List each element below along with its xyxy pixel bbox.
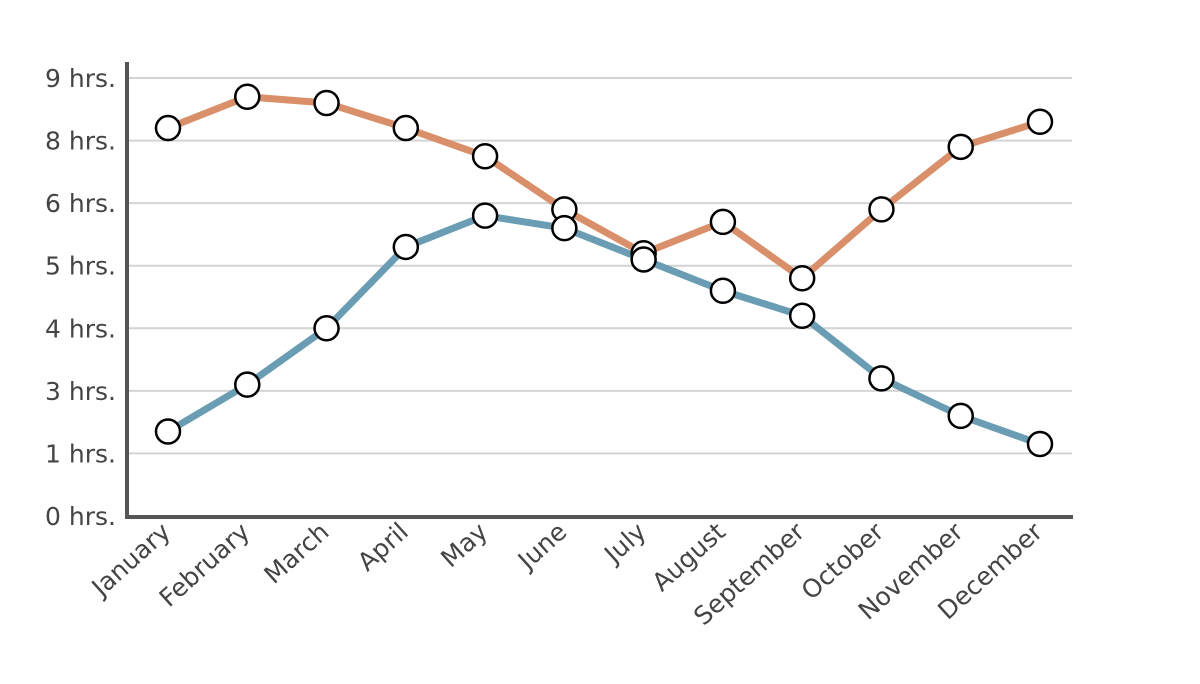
data-point[interactable]	[1026, 430, 1054, 458]
x-tick-label: May	[435, 517, 493, 573]
data-point[interactable]	[392, 233, 420, 261]
x-tick-label: March	[259, 517, 335, 590]
y-tick-label: 4 hrs.	[45, 314, 116, 343]
x-tick-label: July	[597, 517, 651, 570]
data-point[interactable]	[630, 246, 657, 273]
data-point[interactable]	[709, 208, 737, 236]
series-group	[154, 83, 1054, 458]
y-tick-label: 3 hrs.	[45, 377, 116, 406]
data-point[interactable]	[392, 114, 420, 142]
data-point[interactable]	[154, 114, 182, 142]
data-point[interactable]	[947, 133, 974, 161]
series-1	[166, 93, 1042, 282]
data-point[interactable]	[471, 202, 499, 229]
series-line	[166, 212, 1042, 448]
data-point[interactable]	[313, 89, 340, 117]
y-tick-label: 5 hrs.	[45, 252, 116, 281]
data-point[interactable]	[234, 83, 261, 111]
x-tick-label: April	[352, 517, 414, 577]
data-point[interactable]	[234, 371, 261, 398]
data-point[interactable]	[551, 214, 578, 242]
data-point[interactable]	[868, 365, 895, 392]
data-point[interactable]	[947, 402, 974, 430]
y-tick-label: 0 hrs.	[45, 502, 116, 531]
data-point[interactable]	[313, 315, 340, 342]
y-axis-tick-labels: 0 hrs. 1 hrs. 3 hrs. 4 hrs. 5 hrs. 6 hrs. 8 hr…	[45, 64, 116, 531]
y-tick-label: 8 hrs.	[45, 127, 116, 156]
series-2	[166, 212, 1042, 448]
y-tick-label: 6 hrs.	[45, 189, 116, 218]
y-tick-label: 1 hrs.	[45, 439, 116, 468]
data-point[interactable]	[788, 264, 816, 292]
x-tick-label: June	[511, 517, 572, 576]
data-point[interactable]	[788, 302, 816, 330]
gridlines	[127, 77, 1072, 455]
data-point[interactable]	[154, 418, 182, 445]
data-point[interactable]	[471, 142, 499, 170]
data-point[interactable]	[709, 277, 737, 304]
y-tick-label: 9 hrs.	[45, 64, 116, 93]
data-point[interactable]	[868, 196, 895, 223]
data-point[interactable]	[1026, 108, 1054, 136]
series-line	[166, 93, 1042, 282]
